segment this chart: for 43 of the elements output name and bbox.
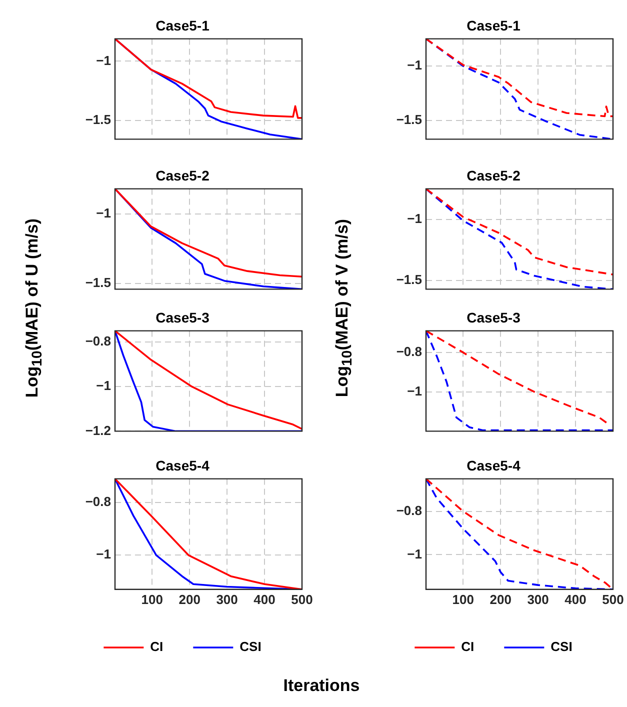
x-tick-label: 400 (254, 592, 276, 607)
y-tick-label: −0.8 (85, 334, 111, 349)
y-tick-label: −0.8 (85, 494, 111, 510)
y-tick-label: −1.5 (396, 272, 422, 288)
legend-label: CSI (550, 639, 572, 654)
y-tick-label: −1 (407, 210, 422, 226)
legend-label: CI (150, 639, 164, 654)
legend-label: CSI (240, 639, 262, 654)
chart-title: Case5-2 (156, 167, 210, 184)
chart-title: Case5-2 (466, 167, 521, 184)
x-axis-title: Iterations (282, 676, 361, 696)
y-tick-label: −0.8 (396, 344, 422, 360)
x-tick-label: 300 (527, 592, 549, 607)
legend-label: CI (461, 639, 474, 654)
chart-title: Case5-1 (466, 17, 521, 34)
line-series (426, 38, 613, 140)
chart-title: Case5-1 (156, 17, 210, 34)
x-tick-label: 400 (564, 592, 586, 607)
y-tick-label: −1 (407, 383, 422, 398)
y-tick-label: −0.8 (396, 502, 422, 518)
chart-title: Case5-3 (466, 309, 521, 326)
y-tick-label: −1 (96, 378, 111, 394)
line-series (426, 478, 613, 590)
x-tick-label: 100 (141, 592, 163, 607)
x-tick-label: 500 (602, 592, 624, 607)
x-tick-label: 200 (178, 592, 200, 607)
x-tick-label: 500 (291, 592, 313, 607)
y-tick-label: −1 (407, 546, 422, 562)
chart-title: Case5-4 (156, 457, 210, 474)
y-tick-label: −1.5 (85, 112, 111, 127)
chart-title: Case5-4 (466, 457, 521, 474)
y-tick-label: −1.5 (396, 112, 422, 128)
y-tick-label: −1 (407, 58, 422, 73)
x-tick-label: 200 (490, 592, 512, 607)
chart-title: Case5-3 (156, 309, 210, 326)
x-tick-label: 300 (216, 592, 238, 607)
y-tick-label: −1 (96, 205, 111, 220)
y-tick-label: −1 (96, 52, 111, 68)
y-tick-label: −1.2 (85, 422, 111, 438)
line-series (426, 38, 613, 118)
y-tick-label: −1.5 (85, 275, 111, 290)
x-tick-label: 100 (452, 592, 474, 607)
y-tick-label: −1 (96, 546, 111, 562)
